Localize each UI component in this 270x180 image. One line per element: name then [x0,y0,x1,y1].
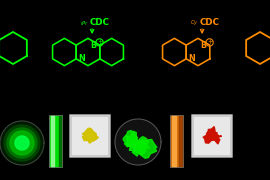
FancyBboxPatch shape [191,114,232,158]
Polygon shape [132,141,150,156]
Text: N: N [188,54,195,63]
Bar [170,115,183,167]
Polygon shape [123,130,138,147]
Polygon shape [203,127,221,144]
Text: CDC: CDC [90,18,110,27]
Text: $^{iPr}$: $^{iPr}$ [80,20,89,26]
Polygon shape [129,141,143,153]
Polygon shape [126,131,141,148]
Text: +: + [97,39,102,45]
Polygon shape [139,137,149,146]
Text: $^{Cy}$: $^{Cy}$ [190,19,199,27]
Polygon shape [115,119,161,165]
Polygon shape [7,128,37,158]
Text: +: + [207,39,212,45]
Polygon shape [82,128,98,143]
Polygon shape [0,121,44,165]
Text: CDC: CDC [200,18,220,27]
Polygon shape [15,136,29,150]
Bar [72,117,108,155]
Bar [194,117,230,155]
Text: N: N [78,54,85,63]
FancyBboxPatch shape [69,114,110,158]
Polygon shape [140,139,157,158]
Text: B: B [201,41,207,50]
Polygon shape [4,125,40,161]
Text: B: B [91,41,97,50]
Bar [49,115,62,167]
Polygon shape [82,128,98,143]
Polygon shape [10,131,34,155]
